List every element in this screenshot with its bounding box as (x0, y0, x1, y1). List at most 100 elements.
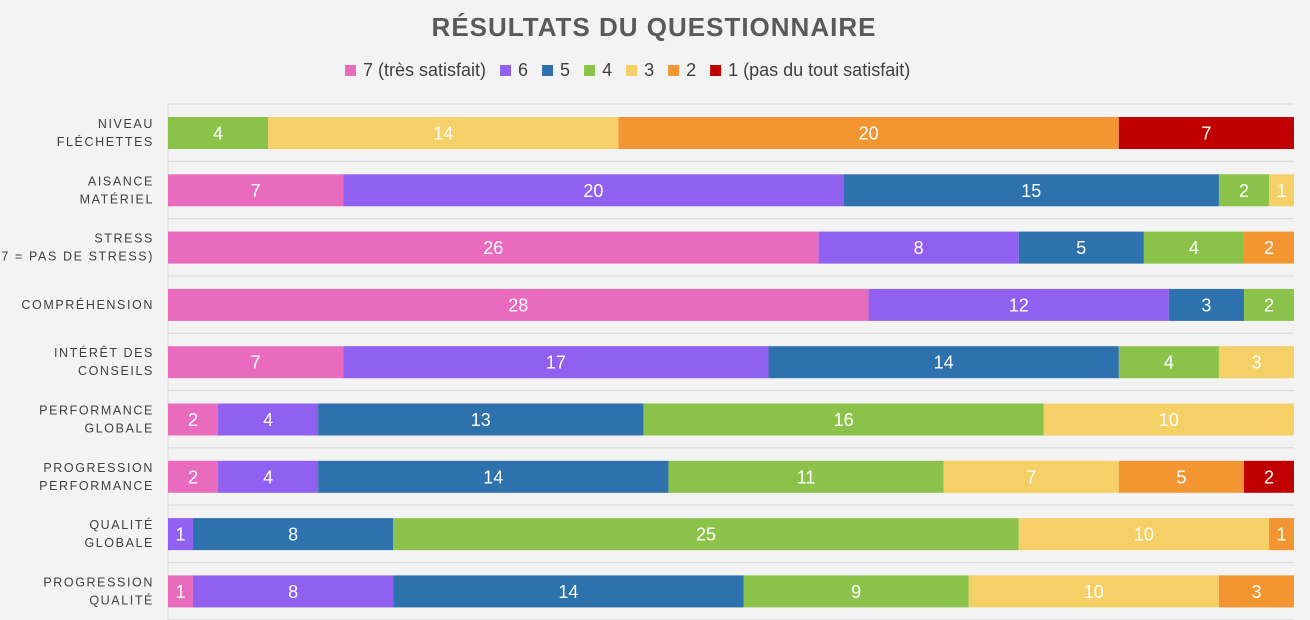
category-label-line: GLOBALE (84, 536, 154, 550)
bar-value-label: 11 (797, 467, 816, 487)
bar-segment-4 (1243, 288, 1294, 321)
bar-segment-6 (343, 174, 844, 207)
category-label-line: MATÉRIEL (80, 191, 154, 206)
category-label-line: PROGRESSION (43, 461, 154, 475)
legend-label: 1 (pas du tout satisfait) (728, 60, 910, 80)
category-label-line: PERFORMANCE (39, 479, 154, 493)
category-label: PERFORMANCE GLOBALE (39, 404, 154, 436)
category-label-line: QUALITÉ (89, 592, 154, 607)
category-label-line: GLOBALE (84, 422, 154, 436)
bar-segment-1-pas-du-tout-satisfait (1243, 460, 1294, 493)
legend-label: 6 (518, 60, 528, 80)
chart-legend: 7 (très satisfait) 6 5 4 3 2 1 (pas du tout sa… (345, 60, 910, 80)
bar-value-label: 7 (1026, 467, 1036, 487)
category-label: PROGRESSION QUALITÉ (43, 575, 154, 607)
bar-value-label: 2 (1264, 238, 1274, 258)
bar-segment-6 (868, 288, 1169, 321)
legend-item-7-tres-satisfait: 7 (très satisfait) (345, 60, 486, 80)
legend-label: 3 (644, 60, 654, 80)
bar-value-label: 4 (263, 410, 273, 430)
legend-item-2: 2 (668, 60, 696, 80)
bar-segment-4 (168, 117, 269, 149)
bar-value-label: 16 (834, 410, 854, 430)
bar-segment-3 (1268, 174, 1294, 207)
bar-segment-3 (268, 117, 619, 149)
category-label: AISANCE MATÉRIEL (80, 174, 154, 206)
bar-segment-4 (668, 460, 944, 493)
bar-value-label: 7 (251, 181, 261, 201)
bar-value-label: 1 (176, 525, 186, 545)
bar-segment-7-tres-satisfait (168, 231, 819, 264)
category-label-line: (7 = PAS DE STRESS) (0, 250, 154, 264)
category-label: STRESS (7 = PAS DE STRESS) (0, 232, 154, 264)
bar-value-label: 1 (1276, 181, 1286, 201)
bar-segment-7-tres-satisfait (168, 460, 219, 493)
bar-value-label: 7 (1201, 124, 1211, 144)
bar-segment-2 (1268, 518, 1294, 551)
category-label-line: STRESS (94, 232, 154, 246)
bar-value-label: 3 (1251, 582, 1261, 602)
legend-swatch (626, 65, 638, 76)
bar-value-label: 2 (188, 410, 198, 430)
bar-value-label: 28 (508, 295, 528, 315)
bar-segment-7-tres-satisfait (168, 288, 869, 321)
bar-value-label: 3 (1201, 295, 1211, 315)
bar-value-label: 2 (1264, 467, 1274, 487)
bar-value-label: 8 (288, 525, 298, 545)
bar-segment-5 (318, 403, 644, 436)
category-label-line: INTÉRÊT DES (54, 345, 154, 360)
category-labels: NIVEAU FLÉCHETTES AISANCE MATÉRIEL STRESS (7 … (0, 117, 154, 607)
bar-value-label: 2 (188, 467, 198, 487)
bar-segment-3 (1018, 518, 1269, 551)
bar-segment-6 (193, 575, 394, 608)
legend-label: 7 (très satisfait) (363, 60, 486, 80)
legend-swatch (710, 65, 722, 76)
bar-value-label: 3 (1251, 353, 1261, 373)
bar-segment-4 (393, 518, 1019, 551)
bar-value-label: 20 (859, 124, 879, 144)
bar-segment-3 (943, 460, 1119, 493)
category-label-line: COMPRÉHENSION (21, 297, 154, 312)
bar-value-label: 14 (483, 467, 503, 487)
bar-segment-4 (1143, 231, 1244, 264)
bar-segment-2 (1218, 575, 1294, 608)
chart-title: RÉSULTATS DU QUESTIONNAIRE (432, 12, 877, 42)
bar-value-label: 13 (471, 410, 491, 430)
bar-segment-6 (218, 460, 319, 493)
bar-value-label: 25 (696, 525, 716, 545)
category-label: COMPRÉHENSION (21, 297, 154, 312)
category-label-line: AISANCE (88, 174, 154, 188)
category-label-line: QUALITÉ (89, 517, 154, 532)
bar-segment-7-tres-satisfait (168, 403, 219, 436)
bar-value-label: 1 (1276, 525, 1286, 545)
bar-segment-4 (1218, 174, 1269, 207)
bar-segment-4 (743, 575, 969, 608)
category-label-line: PERFORMANCE (39, 404, 154, 418)
bar-value-label: 10 (1084, 582, 1104, 602)
bar-segment-6 (818, 231, 1019, 264)
bar-value-label: 15 (1021, 181, 1041, 201)
category-label: QUALITÉ GLOBALE (84, 517, 154, 550)
bar-segment-7-tres-satisfait (168, 346, 344, 379)
bar-segment-3 (968, 575, 1219, 608)
bar-segment-3 (1218, 346, 1294, 379)
bar-segment-5 (1018, 231, 1144, 264)
category-label: PROGRESSION PERFORMANCE (39, 461, 154, 493)
bar-value-label: 14 (558, 582, 578, 602)
bar-value-label: 14 (433, 124, 453, 144)
bar-segment-2 (1243, 231, 1294, 264)
legend-swatch (500, 65, 512, 76)
legend-item-4: 4 (584, 60, 612, 80)
bar-value-label: 7 (251, 353, 261, 373)
bar-value-label: 4 (263, 467, 273, 487)
bar-value-label: 8 (914, 238, 924, 258)
legend-label: 2 (686, 60, 696, 80)
bar-segment-5 (393, 575, 744, 608)
bar-segment-2 (618, 117, 1119, 149)
bar-segment-7-tres-satisfait (168, 174, 344, 207)
bar-segment-4 (643, 403, 1044, 436)
bar-value-label: 10 (1134, 525, 1154, 545)
bar-segment-6 (343, 346, 769, 379)
category-label-line: NIVEAU (98, 117, 154, 131)
